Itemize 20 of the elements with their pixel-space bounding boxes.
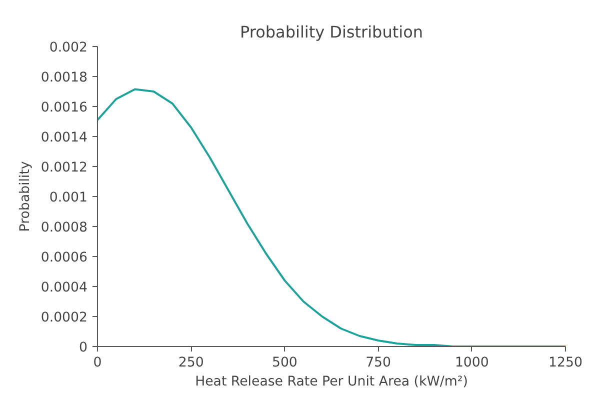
chart-title: Probability Distribution xyxy=(240,22,424,42)
x-tick-label: 0 xyxy=(93,356,102,370)
y-tick-label: 0.0008 xyxy=(40,220,88,236)
y-tick-label: 0.0012 xyxy=(40,160,88,176)
y-tick-label: 0.0016 xyxy=(40,100,88,116)
y-tick-label: 0.0004 xyxy=(40,280,88,296)
x-tick-label: 500 xyxy=(272,356,298,370)
y-tick-label: 0.0014 xyxy=(40,130,88,146)
y-tick-label: 0 xyxy=(79,340,88,356)
x-axis-title: Heat Release Rate Per Unit Area (kW/m²) xyxy=(195,374,468,390)
y-tick-label: 0.0006 xyxy=(40,250,88,266)
y-tick-label: 0.002 xyxy=(49,40,88,56)
y-axis-title: Probability xyxy=(18,161,33,232)
y-tick-label: 0.0018 xyxy=(40,70,88,86)
x-tick-label: 750 xyxy=(366,356,392,370)
y-tick-label: 0.001 xyxy=(49,190,88,206)
x-tick-label: 1250 xyxy=(548,356,582,370)
x-tick-label: 1000 xyxy=(454,356,489,370)
y-tick-label: 0.0002 xyxy=(40,310,88,326)
x-tick-label: 250 xyxy=(178,356,204,370)
